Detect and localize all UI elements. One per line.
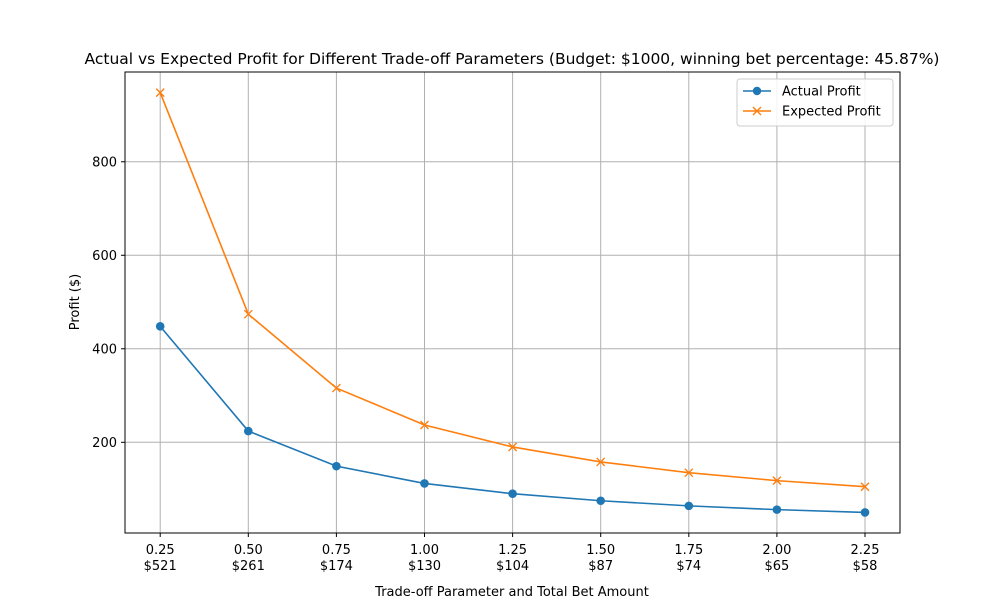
x-tick-sublabel: $521: [144, 559, 177, 574]
data-point: [596, 496, 605, 506]
data-point: [772, 476, 782, 486]
legend: Actual Profit Expected Profit: [736, 78, 894, 127]
y-tick-label: 200: [92, 436, 117, 451]
x-tick-sublabel: $58: [853, 559, 878, 574]
x-tick-label: 1.75: [674, 543, 703, 558]
chart-title: Actual vs Expected Profit for Different …: [85, 50, 940, 68]
x-tick-label: 2.25: [851, 543, 880, 558]
x-tick-label: 0.75: [322, 543, 351, 558]
x-axis-label: Trade-off Parameter and Total Bet Amount: [374, 585, 649, 600]
data-point: [684, 468, 694, 478]
legend-actual-label: Actual Profit: [782, 85, 861, 100]
x-tick-sublabel: $74: [676, 559, 701, 574]
data-point: [420, 479, 429, 488]
x-tick-sublabel: $130: [408, 559, 441, 574]
x-tick-sublabel: $104: [496, 559, 529, 574]
data-point: [860, 508, 870, 517]
y-tick-label: 600: [92, 249, 117, 264]
grid: [125, 72, 900, 533]
data-point: [772, 505, 782, 514]
series: [155, 88, 870, 517]
x-tick-label: 2.00: [762, 543, 791, 558]
data-point: [508, 489, 517, 499]
x-tick-sublabel: $65: [764, 559, 789, 574]
x-tick-label: 1.00: [410, 543, 439, 558]
data-point: [155, 88, 165, 98]
data-point: [331, 383, 341, 393]
x-tick-label: 1.25: [498, 543, 527, 558]
data-point: [155, 322, 165, 331]
data-point: [332, 461, 341, 471]
x-tick-label: 0.50: [234, 543, 263, 558]
axes: 0.25$521 0.50$261 0.75$174 1.00$130 1.25$104…: [92, 155, 879, 574]
legend-expected-marker: [752, 106, 762, 116]
data-point: [684, 501, 694, 511]
y-tick-label: 800: [92, 155, 117, 170]
data-point: [420, 420, 429, 430]
data-point: [243, 309, 253, 319]
x-tick-label: 0.25: [146, 543, 175, 558]
series-expected-profit: [155, 88, 870, 492]
x-tick-sublabel: $174: [320, 559, 353, 574]
x-tick-label: 1.50: [586, 543, 615, 558]
data-point: [596, 457, 606, 467]
x-tick-sublabel: $87: [588, 559, 613, 574]
legend-actual-marker: [752, 86, 762, 96]
legend-box: [736, 78, 894, 127]
x-tick-sublabel: $261: [232, 559, 265, 574]
legend-expected-label: Expected Profit: [782, 105, 881, 120]
data-point: [508, 442, 518, 452]
data-point: [244, 426, 253, 436]
series-actual-profit: [155, 322, 870, 517]
y-tick-label: 400: [92, 342, 117, 357]
data-point: [860, 482, 870, 492]
y-axis-label: Profit ($): [68, 274, 83, 330]
